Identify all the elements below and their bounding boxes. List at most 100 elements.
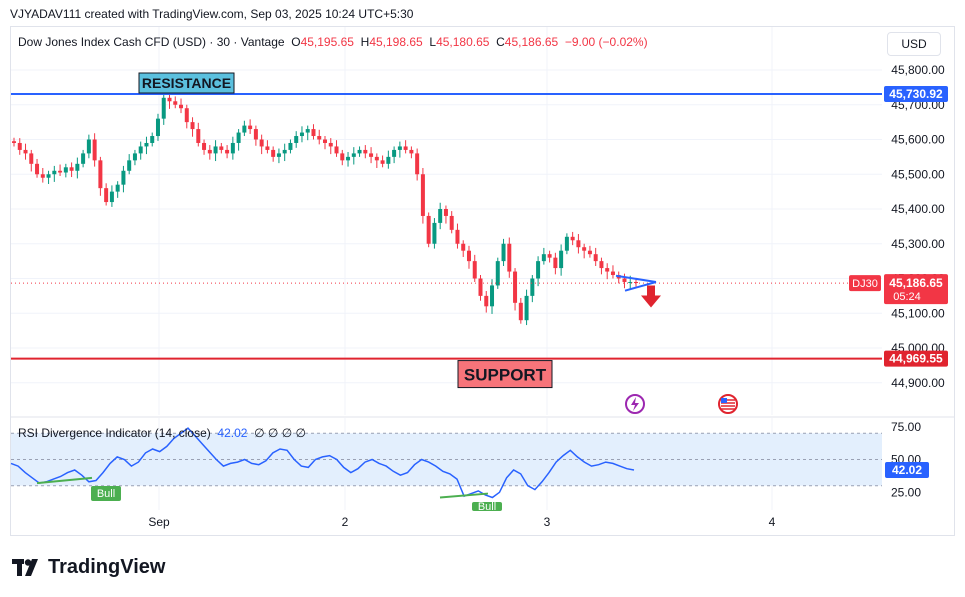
x-tick-label: Sep	[148, 515, 170, 529]
bull-tag-box	[91, 486, 121, 501]
candle-body	[179, 104, 184, 109]
high-label: H	[360, 35, 370, 49]
bull-tag-label: Bull	[97, 488, 115, 500]
us-flag-icon-ring	[718, 394, 738, 414]
candle-body	[92, 139, 97, 161]
candle-body	[311, 129, 316, 137]
candle-body	[35, 163, 40, 175]
candle-body	[334, 146, 339, 154]
candle-body	[438, 209, 443, 223]
candle-body	[127, 160, 132, 171]
price-y-tick-label: 45,300.00	[891, 237, 945, 251]
candle-body	[144, 142, 149, 147]
candle-body	[610, 271, 615, 276]
support-price-label: 44,969.55	[889, 352, 943, 366]
bull-divergence-line	[36, 476, 93, 485]
price-y-tick-label: 45,800.00	[891, 63, 945, 77]
candle-body	[634, 281, 638, 284]
candle-body	[490, 285, 495, 307]
candle-body	[449, 215, 454, 230]
candle-body	[530, 278, 535, 296]
candle-body	[69, 167, 74, 171]
triangle-lower-line	[624, 281, 657, 292]
rsi-line	[10, 427, 635, 499]
price-y-tick-label: 44,900.00	[891, 376, 945, 390]
symbol-legend: Dow Jones Index Cash CFD (USD) · 30 · Va…	[18, 35, 648, 49]
candle-body	[553, 257, 558, 269]
candle-body	[299, 132, 304, 137]
candle-body	[202, 142, 207, 150]
candle-body	[536, 261, 541, 279]
candle-body	[219, 146, 224, 150]
candle-body	[420, 174, 425, 216]
candle-body	[161, 97, 166, 119]
candle-body	[40, 174, 45, 178]
candle-body	[426, 215, 431, 244]
candle-body	[472, 261, 477, 279]
candle-body	[207, 149, 212, 154]
candle-body	[357, 149, 362, 154]
x-tick-label: 3	[544, 515, 551, 529]
candle-body	[518, 302, 523, 321]
candle-body	[346, 156, 351, 161]
candle-body	[184, 108, 189, 123]
candle-body	[593, 254, 598, 262]
candle-body	[628, 281, 633, 283]
candle-body	[380, 160, 385, 164]
tradingview-logo-text: TradingView	[48, 556, 166, 578]
countdown-label: 05:24	[893, 291, 921, 303]
rsi-title: RSI Divergence Indicator (14, close)	[18, 426, 211, 440]
candle-body	[58, 170, 63, 173]
candle-body	[524, 295, 529, 321]
candle-body	[622, 278, 627, 282]
symbol-tag-box	[849, 275, 881, 292]
candle-body	[104, 188, 109, 203]
candle-body	[443, 209, 448, 216]
candle-body	[12, 141, 16, 143]
candle-body	[265, 146, 270, 150]
current-price-badge	[884, 274, 948, 305]
triangle-upper-line	[615, 274, 657, 283]
resistance-tag-box	[138, 72, 235, 94]
candle-body	[587, 250, 592, 255]
candle-body	[236, 132, 241, 143]
candle-body	[599, 261, 604, 269]
candle-body	[351, 153, 356, 157]
current-price-label: 45,186.65	[889, 276, 943, 290]
lightning-icon-bolt	[631, 397, 639, 411]
candle-body	[582, 247, 587, 251]
currency-button[interactable]: USD	[887, 32, 941, 56]
candle-body	[305, 129, 310, 133]
candle-body	[242, 125, 247, 133]
price-y-tick-label: 45,100.00	[891, 306, 945, 320]
candle-body	[415, 153, 420, 175]
candle-body	[271, 149, 276, 157]
resistance-price-badge	[884, 86, 948, 103]
candles	[12, 91, 638, 326]
candle-body	[23, 149, 28, 154]
candle-body	[576, 240, 581, 248]
candle-body	[397, 146, 402, 150]
price-y-tick-label: 45,500.00	[891, 167, 945, 181]
candle-body	[501, 243, 506, 262]
candle-body	[253, 129, 258, 140]
rsi-value-label: 42.02	[892, 463, 922, 477]
candle-body	[75, 163, 80, 171]
candle-body	[547, 254, 552, 258]
rsi-legend-flags: ∅ ∅ ∅ ∅	[254, 426, 306, 440]
bull-tag-label: Bull	[478, 501, 496, 513]
rsi-y-tick-label: 75.00	[891, 420, 921, 434]
candle-body	[29, 153, 34, 164]
candle-body	[317, 136, 322, 140]
candle-body	[374, 156, 379, 161]
candle-body	[225, 149, 230, 154]
support-price-badge	[884, 350, 948, 367]
candle-body	[403, 146, 408, 150]
bull-divergence-line	[439, 492, 489, 499]
candle-body	[570, 236, 575, 241]
low-value: 45,180.65	[436, 35, 490, 49]
candle-body	[484, 295, 489, 307]
candle-body	[564, 236, 569, 251]
candle-body	[150, 136, 155, 143]
